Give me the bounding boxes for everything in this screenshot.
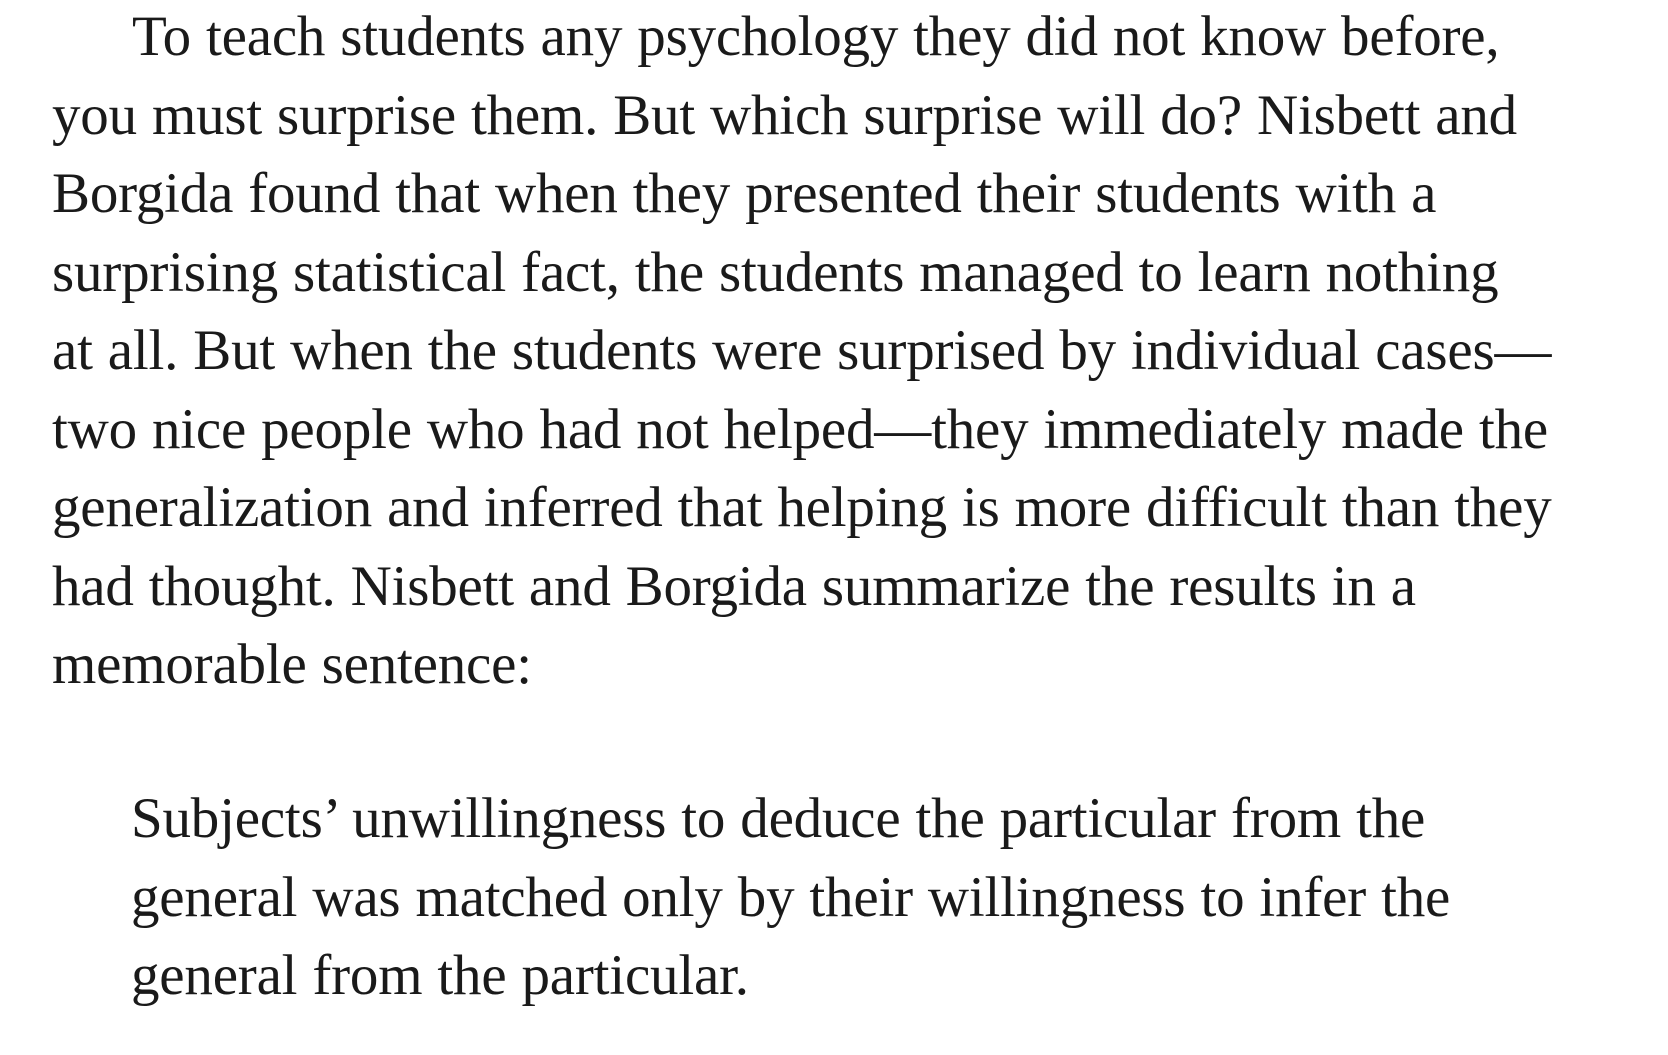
quote-line-1: Subjects’ unwillingness to deduce the pa… [131, 787, 1426, 850]
paragraph-line-7: generalization and inferred that helping… [52, 476, 1552, 539]
paragraph-line-4: surprising statistical fact, the student… [52, 240, 1499, 304]
paragraph-line-5: at all. But when the students were surpr… [52, 319, 1552, 382]
paragraph-line-9: memorable sentence: [52, 633, 532, 696]
quote-line-3: general from the particular. [131, 944, 749, 1007]
paragraph-line-1-text: To teach students any psychology they di… [132, 5, 1500, 68]
paragraph-line-3: Borgida found that when they presented t… [52, 162, 1437, 225]
paragraph-line-2: you must surprise them. But which surpri… [52, 83, 1517, 147]
body-paragraph: To teach students any psychology they di… [52, 0, 1632, 705]
paragraph-line-8: had thought. Nisbett and Borgida summari… [52, 554, 1416, 618]
block-quote: Subjects’ unwillingness to deduce the pa… [131, 780, 1611, 1016]
paragraph-line-1: To teach students any psychology they di… [52, 0, 1632, 77]
quote-line-2: general was matched only by their willin… [131, 865, 1451, 929]
paragraph-line-6: two nice people who had not helped—they … [52, 397, 1548, 461]
